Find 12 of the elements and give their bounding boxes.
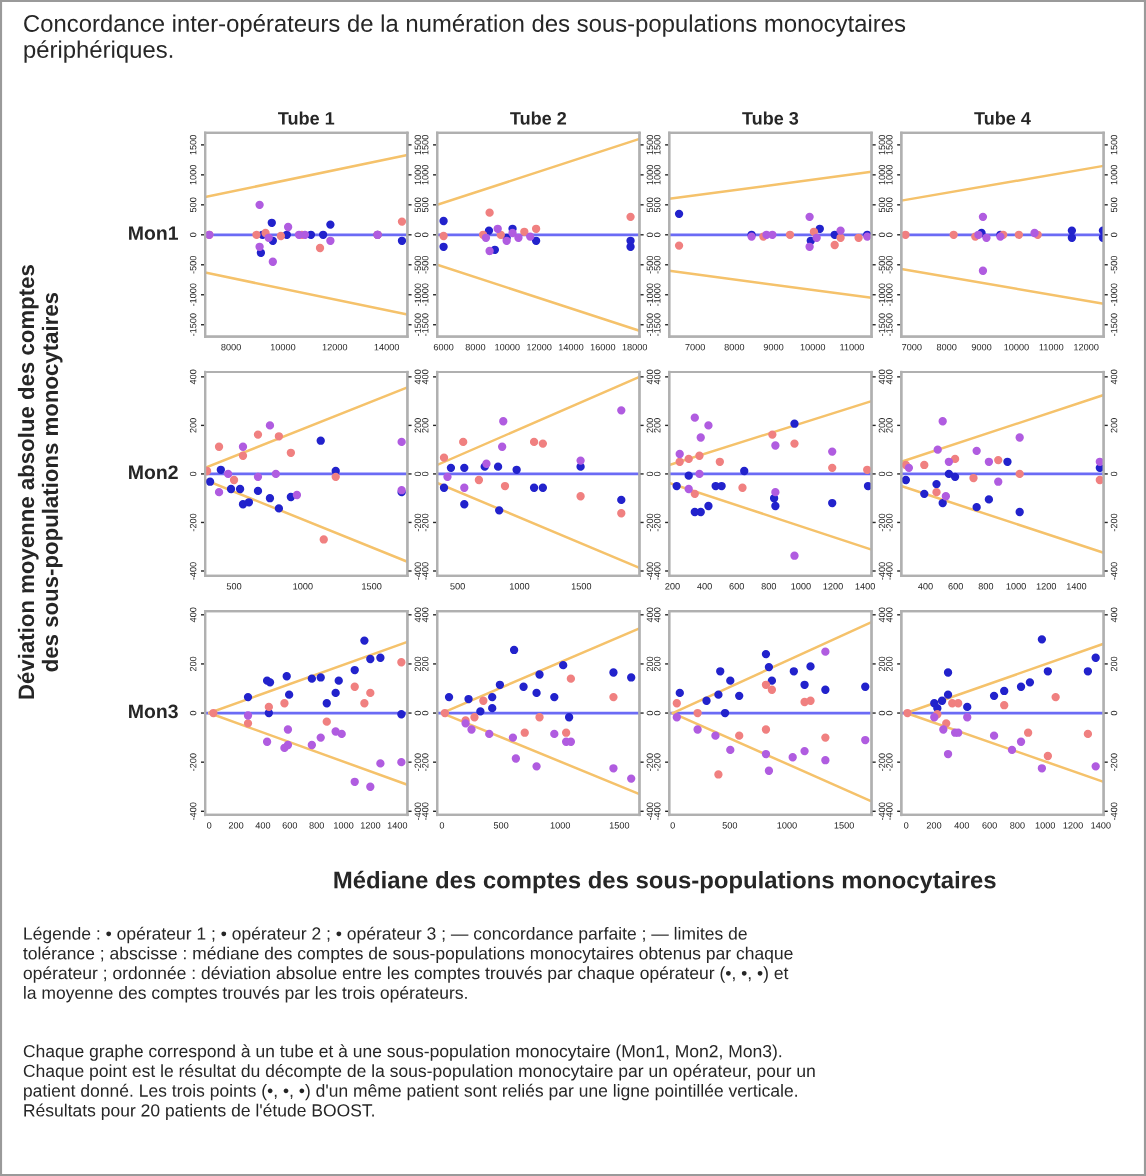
text: Déviation moyenne absolue des comptes des sous-populations monocytaires (17, 265, 63, 699)
chart-title: Tube 4 (974, 111, 1031, 125)
chart-title: Tube 1 (278, 111, 335, 125)
text: Légende : • opérateur 1 ; • opérateur 2 ; • opérateur 3 ; — concordance parfaite ; — limites de tolérance ; abscisse : médiane des comptes de sous-populations monocytaires obtenus par chaque opérateur ; ordonnée : déviation absolue entre les comptes trouvés par chaque opérateur (•, •, •) et la moyenne des comptes trouvés par les trois opérateurs. (23, 926, 793, 1003)
y-axis-title: Mon1 (129, 226, 178, 241)
y-axis-title: Mon3 (129, 704, 178, 719)
chart-title: Tube 3 (742, 111, 799, 125)
y-axis-title: Mon2 (129, 465, 178, 480)
chart-title: Tube 2 (510, 111, 567, 125)
text: Concordance inter-opérateurs de la numération des sous-populations monocytaires périphériques. (24, 14, 906, 63)
text: Médiane des comptes des sous-populations monocytaires (334, 870, 996, 894)
text: Chaque graphe correspond à un tube et à une sous-population monocytaire (Mon1, Mon2, Mon3). Chaque point est le résultat du décompte de la sous-population monocytaire par un opérateur, pour un patient donné. Les trois points (•, •, •) d'un même patient sont reliés par une ligne pointillée verticale. Résultats pour 20 patients de l'étude BOOST. (23, 1044, 815, 1121)
